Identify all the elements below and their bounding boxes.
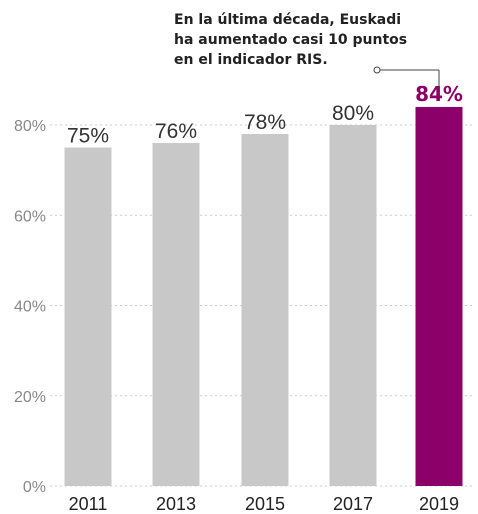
- annotation-connector-dot: [373, 66, 381, 74]
- value-label-2013: 76%: [155, 120, 197, 143]
- y-tick-label-0: 0%: [23, 479, 46, 496]
- bar-2017: [329, 125, 377, 486]
- category-label-2013: 2013: [156, 494, 196, 514]
- value-label-2015: 78%: [244, 111, 286, 134]
- category-label-2019: 2019: [419, 494, 459, 514]
- annotation-line-2: ha aumentado casi 10 puntos: [174, 32, 408, 48]
- bar-2011: [64, 147, 112, 486]
- annotation-line-3: en el indicador RIS.: [174, 52, 328, 68]
- chart-annotation: En la última década, Euskadi ha aumentad…: [174, 10, 464, 70]
- y-tick-label-60: 60%: [14, 208, 46, 225]
- category-label-2015: 2015: [245, 494, 285, 514]
- bar-2019: [415, 106, 463, 486]
- bar-2015: [241, 134, 289, 486]
- y-tick-label-40: 40%: [14, 299, 46, 316]
- value-label-2017: 80%: [332, 102, 374, 125]
- category-label-2011: 2011: [69, 494, 108, 514]
- category-label-2017: 2017: [333, 494, 373, 514]
- y-tick-label-80: 80%: [14, 118, 46, 135]
- bar-2013: [152, 143, 200, 487]
- y-tick-label-20: 20%: [14, 389, 46, 406]
- value-label-2011: 75%: [67, 125, 109, 148]
- annotation-line-1: En la última década, Euskadi: [174, 12, 402, 28]
